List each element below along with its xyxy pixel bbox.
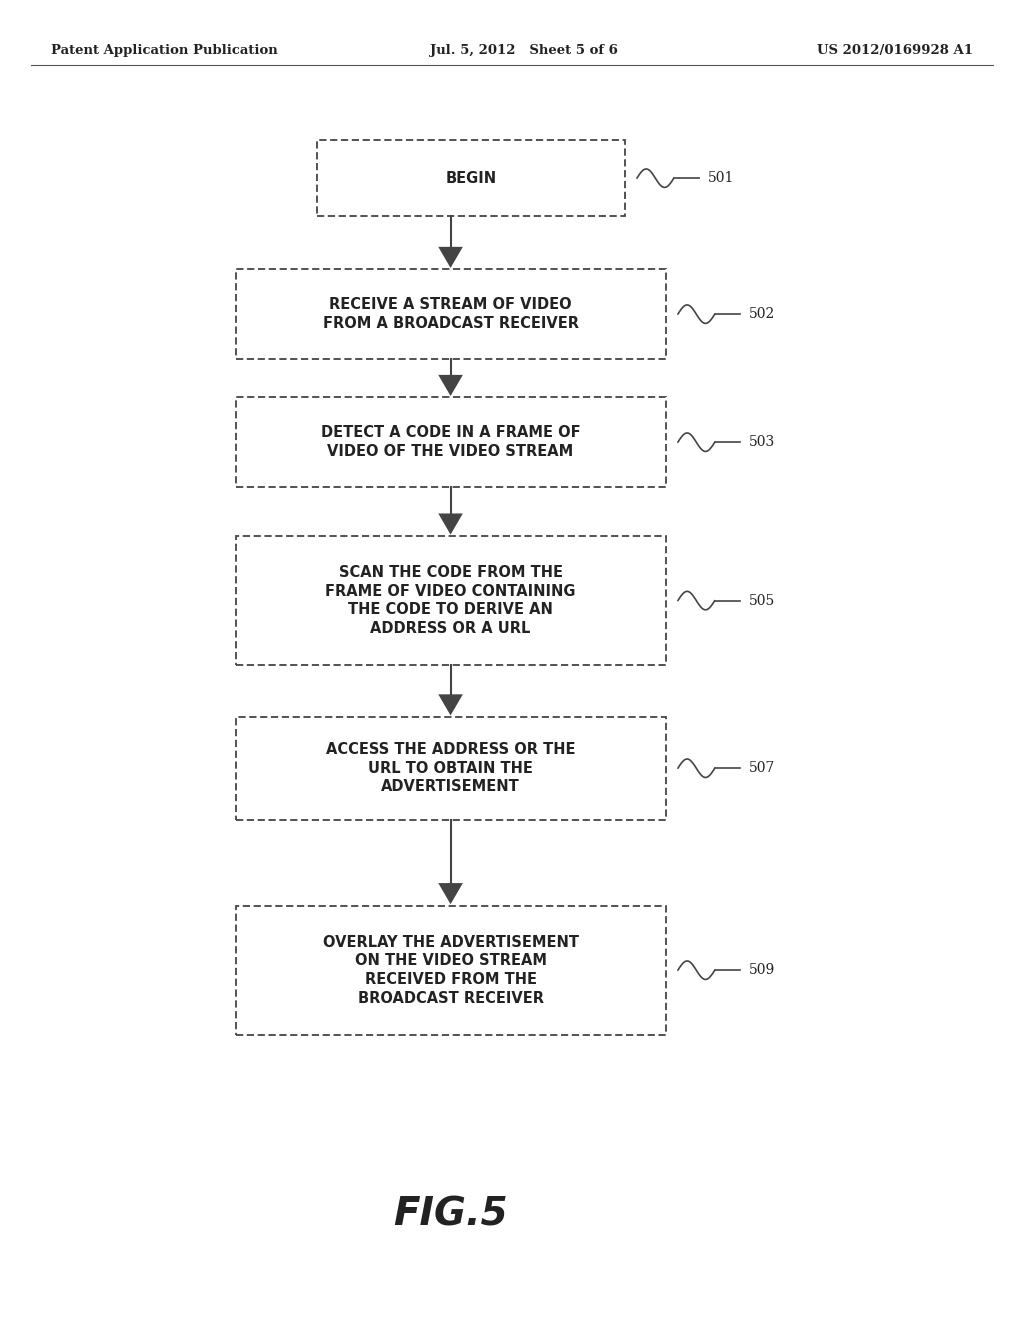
- Text: 507: 507: [749, 762, 775, 775]
- Bar: [317, 140, 625, 216]
- Text: 509: 509: [749, 964, 775, 977]
- Text: BEGIN: BEGIN: [445, 170, 497, 186]
- Text: DETECT A CODE IN A FRAME OF
VIDEO OF THE VIDEO STREAM: DETECT A CODE IN A FRAME OF VIDEO OF THE…: [321, 425, 581, 459]
- Polygon shape: [438, 247, 463, 268]
- Text: 505: 505: [749, 594, 775, 607]
- Text: US 2012/0169928 A1: US 2012/0169928 A1: [817, 44, 973, 57]
- Polygon shape: [438, 375, 463, 396]
- Polygon shape: [438, 694, 463, 715]
- Text: SCAN THE CODE FROM THE
FRAME OF VIDEO CONTAINING
THE CODE TO DERIVE AN
ADDRESS O: SCAN THE CODE FROM THE FRAME OF VIDEO CO…: [326, 565, 575, 636]
- Text: OVERLAY THE ADVERTISEMENT
ON THE VIDEO STREAM
RECEIVED FROM THE
BROADCAST RECEIV: OVERLAY THE ADVERTISEMENT ON THE VIDEO S…: [323, 935, 579, 1006]
- Text: Patent Application Publication: Patent Application Publication: [51, 44, 278, 57]
- Text: 503: 503: [749, 436, 775, 449]
- Polygon shape: [438, 513, 463, 535]
- Text: 501: 501: [708, 172, 734, 185]
- Text: Jul. 5, 2012   Sheet 5 of 6: Jul. 5, 2012 Sheet 5 of 6: [430, 44, 617, 57]
- Bar: [236, 717, 666, 820]
- Bar: [236, 269, 666, 359]
- Text: ACCESS THE ADDRESS OR THE
URL TO OBTAIN THE
ADVERTISEMENT: ACCESS THE ADDRESS OR THE URL TO OBTAIN …: [326, 742, 575, 795]
- Bar: [236, 397, 666, 487]
- Polygon shape: [438, 883, 463, 904]
- Text: RECEIVE A STREAM OF VIDEO
FROM A BROADCAST RECEIVER: RECEIVE A STREAM OF VIDEO FROM A BROADCA…: [323, 297, 579, 331]
- Text: 502: 502: [749, 308, 775, 321]
- Bar: [236, 906, 666, 1035]
- Text: FIG.5: FIG.5: [393, 1196, 508, 1233]
- Bar: [236, 536, 666, 665]
